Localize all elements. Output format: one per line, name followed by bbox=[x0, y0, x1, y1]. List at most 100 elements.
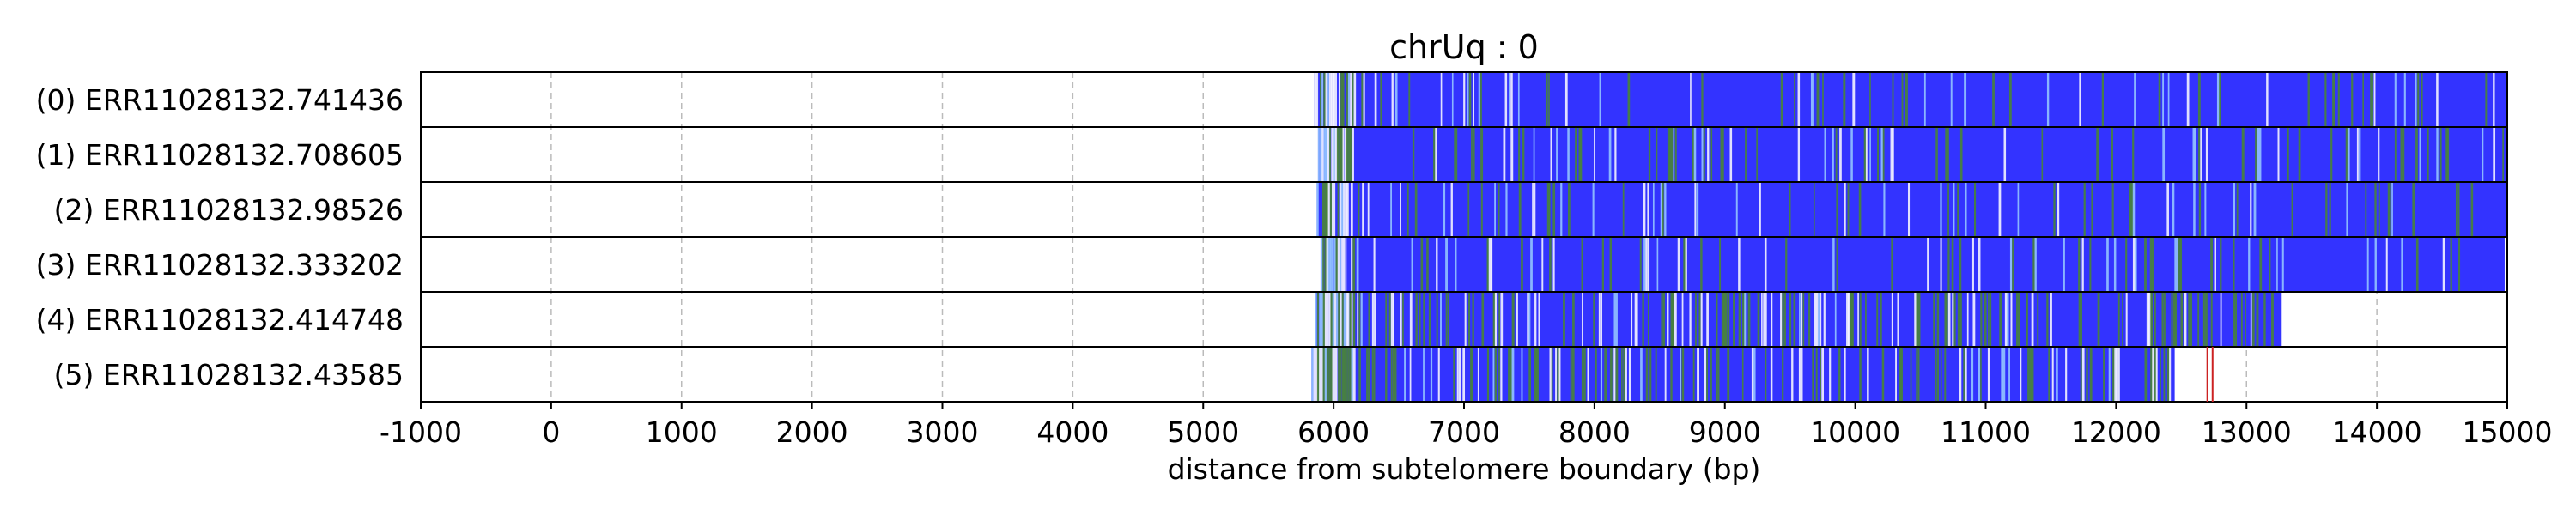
read-stripe bbox=[1836, 237, 1838, 292]
read-stripe bbox=[2204, 182, 2207, 237]
read-stripe bbox=[1327, 72, 1329, 127]
read-stripe bbox=[1710, 347, 1712, 402]
read-stripe bbox=[2485, 72, 2488, 127]
x-tick-label: 5000 bbox=[1167, 415, 1239, 449]
read-stripe bbox=[1433, 127, 1436, 182]
read-stripe bbox=[2400, 127, 2403, 182]
read-stripe bbox=[1327, 237, 1331, 292]
read-stripe bbox=[2176, 237, 2178, 292]
read-stripe bbox=[2053, 182, 2056, 237]
read-stripe bbox=[1332, 237, 1334, 292]
read-stripe bbox=[1609, 237, 1613, 292]
read-stripe bbox=[2378, 182, 2380, 237]
x-tick-label: 8000 bbox=[1558, 415, 1631, 449]
read-stripe bbox=[1952, 292, 1954, 347]
read-stripe bbox=[1604, 347, 1607, 402]
read-stripe bbox=[1944, 347, 1947, 402]
x-tick-label: 10000 bbox=[1810, 415, 1900, 449]
read-stripe bbox=[1338, 72, 1340, 127]
read-stripe bbox=[1901, 72, 1904, 127]
read-stripe bbox=[1334, 127, 1338, 182]
read-stripe bbox=[1696, 182, 1699, 237]
read-stripe bbox=[1706, 292, 1709, 347]
read-stripe bbox=[1320, 237, 1323, 292]
read-stripe bbox=[1330, 347, 1333, 402]
read-stripe bbox=[2482, 127, 2484, 182]
read-stripe bbox=[2193, 182, 2196, 237]
read-stripe bbox=[1857, 292, 1859, 347]
read-stripe bbox=[2219, 72, 2221, 127]
read-stripe bbox=[1419, 292, 1421, 347]
read-stripe bbox=[2447, 127, 2450, 182]
read-stripe bbox=[1329, 237, 1333, 292]
read-stripe bbox=[1947, 237, 1950, 292]
read-stripe bbox=[2106, 237, 2109, 292]
read-stripe bbox=[2162, 72, 2165, 127]
read-stripe bbox=[2132, 237, 2136, 292]
read-stripe bbox=[1521, 347, 1523, 402]
read-stripe bbox=[1763, 292, 1765, 347]
read-stripe bbox=[1385, 347, 1388, 402]
read-stripe bbox=[1325, 72, 1327, 127]
read-stripe bbox=[1674, 127, 1677, 182]
read-stripe bbox=[2455, 182, 2458, 237]
read-stripe bbox=[1824, 127, 1826, 182]
read-stripe bbox=[2148, 292, 2151, 347]
read-stripe bbox=[2154, 292, 2156, 347]
read-stripe bbox=[2152, 347, 2155, 402]
read-stripe bbox=[1349, 347, 1352, 402]
read-stripe bbox=[2210, 237, 2213, 292]
read-stripe bbox=[1851, 292, 1854, 347]
read-stripe bbox=[1541, 237, 1544, 292]
read-stripe bbox=[1649, 347, 1652, 402]
read-stripe bbox=[2197, 72, 2201, 127]
read-stripe bbox=[2017, 182, 2020, 237]
read-stripe bbox=[2089, 237, 2092, 292]
x-tick-label: 11000 bbox=[1941, 415, 2031, 449]
read-stripe bbox=[2421, 72, 2423, 127]
read-stripe bbox=[1706, 347, 1708, 402]
read-stripe bbox=[1905, 72, 1908, 127]
read-stripe bbox=[1334, 292, 1337, 347]
read-stripe bbox=[2163, 347, 2166, 402]
read-stripe bbox=[1552, 237, 1555, 292]
read-stripe bbox=[1813, 72, 1814, 127]
read-stripe bbox=[1340, 347, 1342, 402]
read-stripe bbox=[1374, 292, 1376, 347]
read-stripe bbox=[1940, 237, 1942, 292]
read-stripe bbox=[1494, 347, 1497, 402]
read-stripe bbox=[1642, 292, 1644, 347]
read-stripe bbox=[1880, 127, 1883, 182]
read-stripe bbox=[2325, 182, 2328, 237]
read-stripe bbox=[1464, 292, 1467, 347]
x-tick-label: 6000 bbox=[1297, 415, 1370, 449]
read-stripe bbox=[1721, 292, 1724, 347]
read-stripe bbox=[1500, 292, 1504, 347]
read-block bbox=[1320, 237, 2505, 292]
read-stripe bbox=[1467, 72, 1469, 127]
read-stripe bbox=[1972, 292, 1976, 347]
read-stripe bbox=[2373, 72, 2376, 127]
read-stripe bbox=[2034, 237, 2037, 292]
read-stripe bbox=[1936, 292, 1940, 347]
read-stripe bbox=[1564, 72, 1568, 127]
read-stripe bbox=[1829, 347, 1832, 402]
read-stripe bbox=[1549, 347, 1552, 402]
read-stripe bbox=[1324, 347, 1327, 402]
read-stripe bbox=[2188, 292, 2190, 347]
read-stripe bbox=[1820, 347, 1822, 402]
read-stripe bbox=[1320, 127, 1322, 182]
read-stripe bbox=[1843, 72, 1846, 127]
read-stripe bbox=[1613, 292, 1616, 347]
read-stripe bbox=[1890, 127, 1893, 182]
read-stripe bbox=[1319, 292, 1322, 347]
read-stripe bbox=[2356, 127, 2359, 182]
read-stripe bbox=[1582, 292, 1583, 347]
read-stripe bbox=[1321, 182, 1325, 237]
read-stripe bbox=[2332, 72, 2336, 127]
read-stripe bbox=[1373, 237, 1376, 292]
read-stripe bbox=[2180, 292, 2184, 347]
read-stripe bbox=[1324, 182, 1327, 237]
read-stripe bbox=[1346, 127, 1349, 182]
read-stripe bbox=[1671, 127, 1674, 182]
